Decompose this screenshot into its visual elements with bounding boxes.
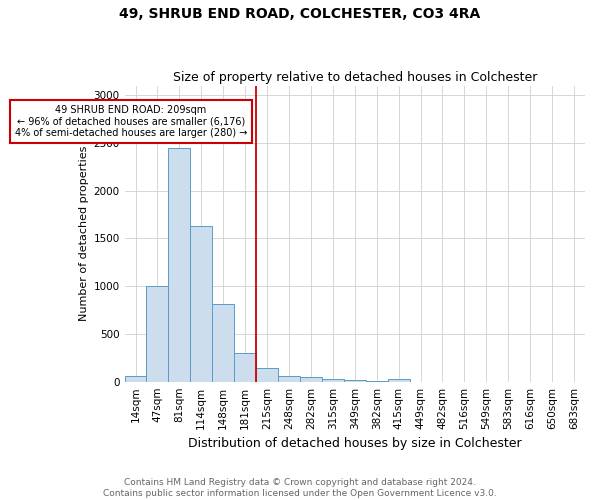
Bar [146,286,169,382]
Text: 49 SHRUB END ROAD: 209sqm
← 96% of detached houses are smaller (6,176)
4% of sem: 49 SHRUB END ROAD: 209sqm ← 96% of detac… [15,105,247,138]
Bar [256,368,278,382]
Bar [344,380,366,382]
Text: 49, SHRUB END ROAD, COLCHESTER, CO3 4RA: 49, SHRUB END ROAD, COLCHESTER, CO3 4RA [119,8,481,22]
Title: Size of property relative to detached houses in Colchester: Size of property relative to detached ho… [173,72,537,85]
Bar [278,376,300,382]
Bar [388,379,410,382]
Bar [300,377,322,382]
Bar [190,226,212,382]
Text: Contains HM Land Registry data © Crown copyright and database right 2024.
Contai: Contains HM Land Registry data © Crown c… [103,478,497,498]
Bar [212,304,234,382]
X-axis label: Distribution of detached houses by size in Colchester: Distribution of detached houses by size … [188,437,521,450]
Bar [234,353,256,382]
Y-axis label: Number of detached properties: Number of detached properties [79,146,89,322]
Bar [322,379,344,382]
Bar [169,148,190,382]
Bar [125,376,146,382]
